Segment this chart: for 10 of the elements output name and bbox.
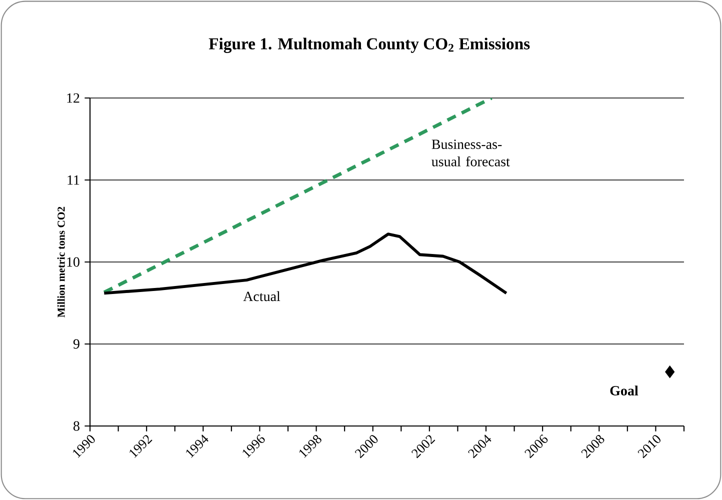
- y-tick-label: 11: [68, 175, 80, 185]
- y-tick-label: 12: [67, 93, 80, 103]
- y-tick-label: 9: [73, 339, 80, 349]
- series-label: Actual: [243, 291, 280, 302]
- y-axis-title: Million metric tons CO2: [57, 206, 65, 318]
- y-tick-label: 8: [73, 421, 80, 431]
- y-tick-label: 10: [67, 257, 80, 267]
- text: Goal: [610, 386, 638, 396]
- series-label: Business-as-usual forecast: [432, 140, 510, 166]
- chart-title: Figure 1. Multnomah County CO$_{2}$ Emissions: [208, 38, 530, 53]
